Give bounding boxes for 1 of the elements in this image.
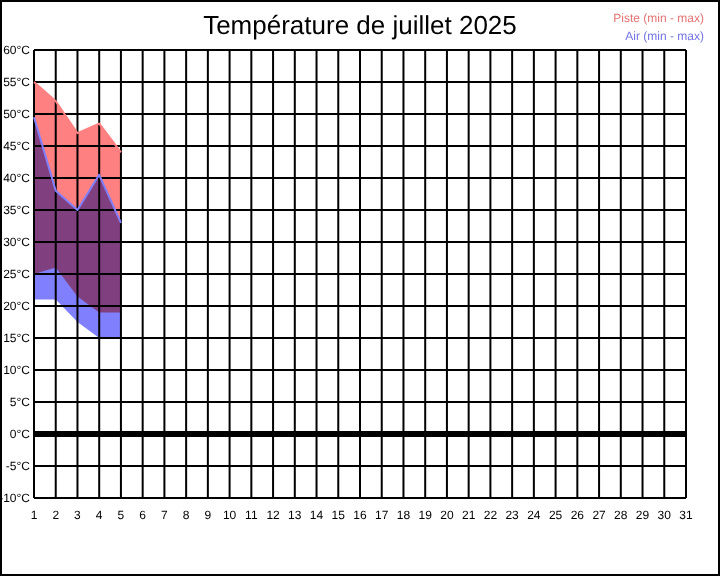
chart-title: Température de juillet 2025: [203, 10, 517, 40]
